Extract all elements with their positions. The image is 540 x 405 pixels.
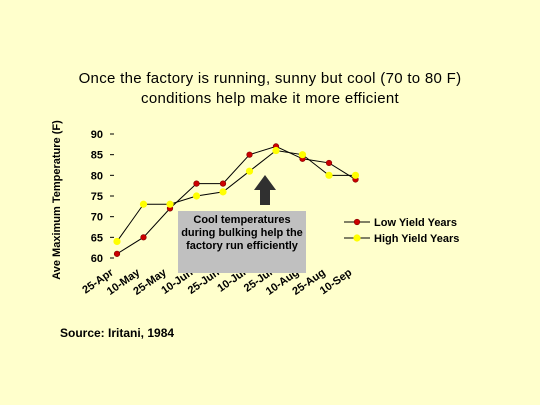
data-point [140,234,147,241]
data-point [113,237,121,246]
annotation-arrow [254,175,276,205]
data-point [245,167,254,175]
chart-title-line-1: Once the factory is running, sunny but c… [78,70,462,87]
data-point [139,200,148,208]
data-point [192,192,201,200]
data-point [272,146,280,155]
data-point [351,171,360,179]
y-tick-label: 90 [91,129,103,141]
data-point [219,188,227,196]
data-point [298,151,307,159]
data-point [325,171,333,179]
series-line [116,145,356,255]
y-tick-label: 85 [91,150,103,162]
annotation-box: Cool temperatures during bulking help th… [178,211,306,273]
data-point [193,180,200,187]
chart-title-line-2: conditions help make it more efficient [141,90,399,107]
legend-label: High Yield Years [374,233,459,245]
series-line [116,150,356,242]
y-tick-label: 75 [91,191,103,203]
legend-label: Low Yield Years [374,217,457,229]
data-point [246,151,253,158]
data-point [325,159,333,167]
y-axis-title: Ave Maximum Temperature (F) [51,120,63,280]
source-note: Source: Iritani, 1984 [60,326,175,340]
legend-marker [353,234,361,242]
legend-marker [353,218,361,226]
data-point [219,180,227,187]
y-tick-label: 65 [91,232,103,244]
y-tick-label: 60 [91,253,103,265]
data-point [113,250,121,257]
y-tick-label: 80 [91,170,103,182]
data-point [166,200,174,208]
y-tick-label: 70 [91,212,103,224]
